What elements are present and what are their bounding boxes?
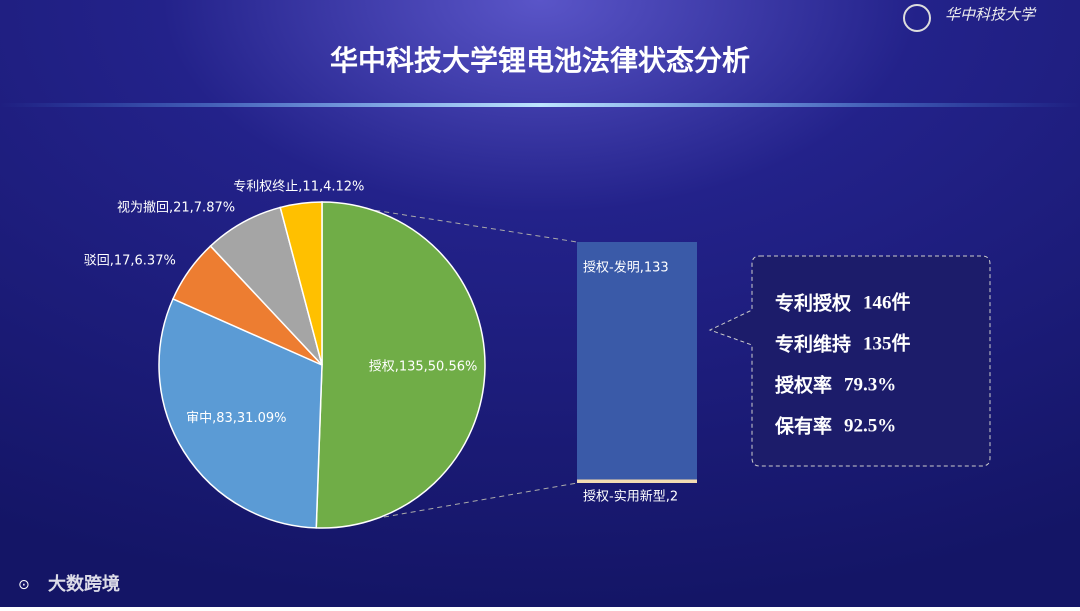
bar-segment [577,479,697,483]
connector [321,482,578,529]
stat-label: 专利授权 [775,292,851,315]
data-label: 授权,135,50.56% [369,358,478,374]
pie-slice [279,201,323,366]
data-label: 驳回,17,6.37% [84,254,176,269]
pie-slice [158,297,323,529]
connector [321,201,578,243]
stat-value: 92.5% [844,415,896,436]
bar-segment [577,242,697,480]
logo-emblem [903,4,931,32]
stats-box [708,255,991,467]
stat-value: 135件 [863,331,911,354]
stat-label: 保有率 [774,415,832,438]
data-label: 授权-发明,133 [583,260,669,276]
slide-title: 华中科技大学锂电池法律状态分析 [330,44,750,77]
data-label: 视为撤回,21,7.87% [117,200,235,216]
data-label: 专利权终止,11,4.12% [233,179,364,195]
stat-label: 授权率 [775,374,832,397]
data-label: 审中,83,31.09% [186,411,286,426]
logo-text: 华中科技大学 [945,6,1037,23]
pie-slice [315,201,486,529]
data-label: 授权-实用新型,2 [583,489,678,505]
stat-label: 专利维持 [775,333,851,356]
stat-value: 146件 [863,290,911,313]
watermark: 大数跨境 [48,573,120,595]
glow-line [0,103,1080,107]
stat-value: 79.3% [844,374,896,395]
watermark-icon: ⊙ [18,577,30,593]
